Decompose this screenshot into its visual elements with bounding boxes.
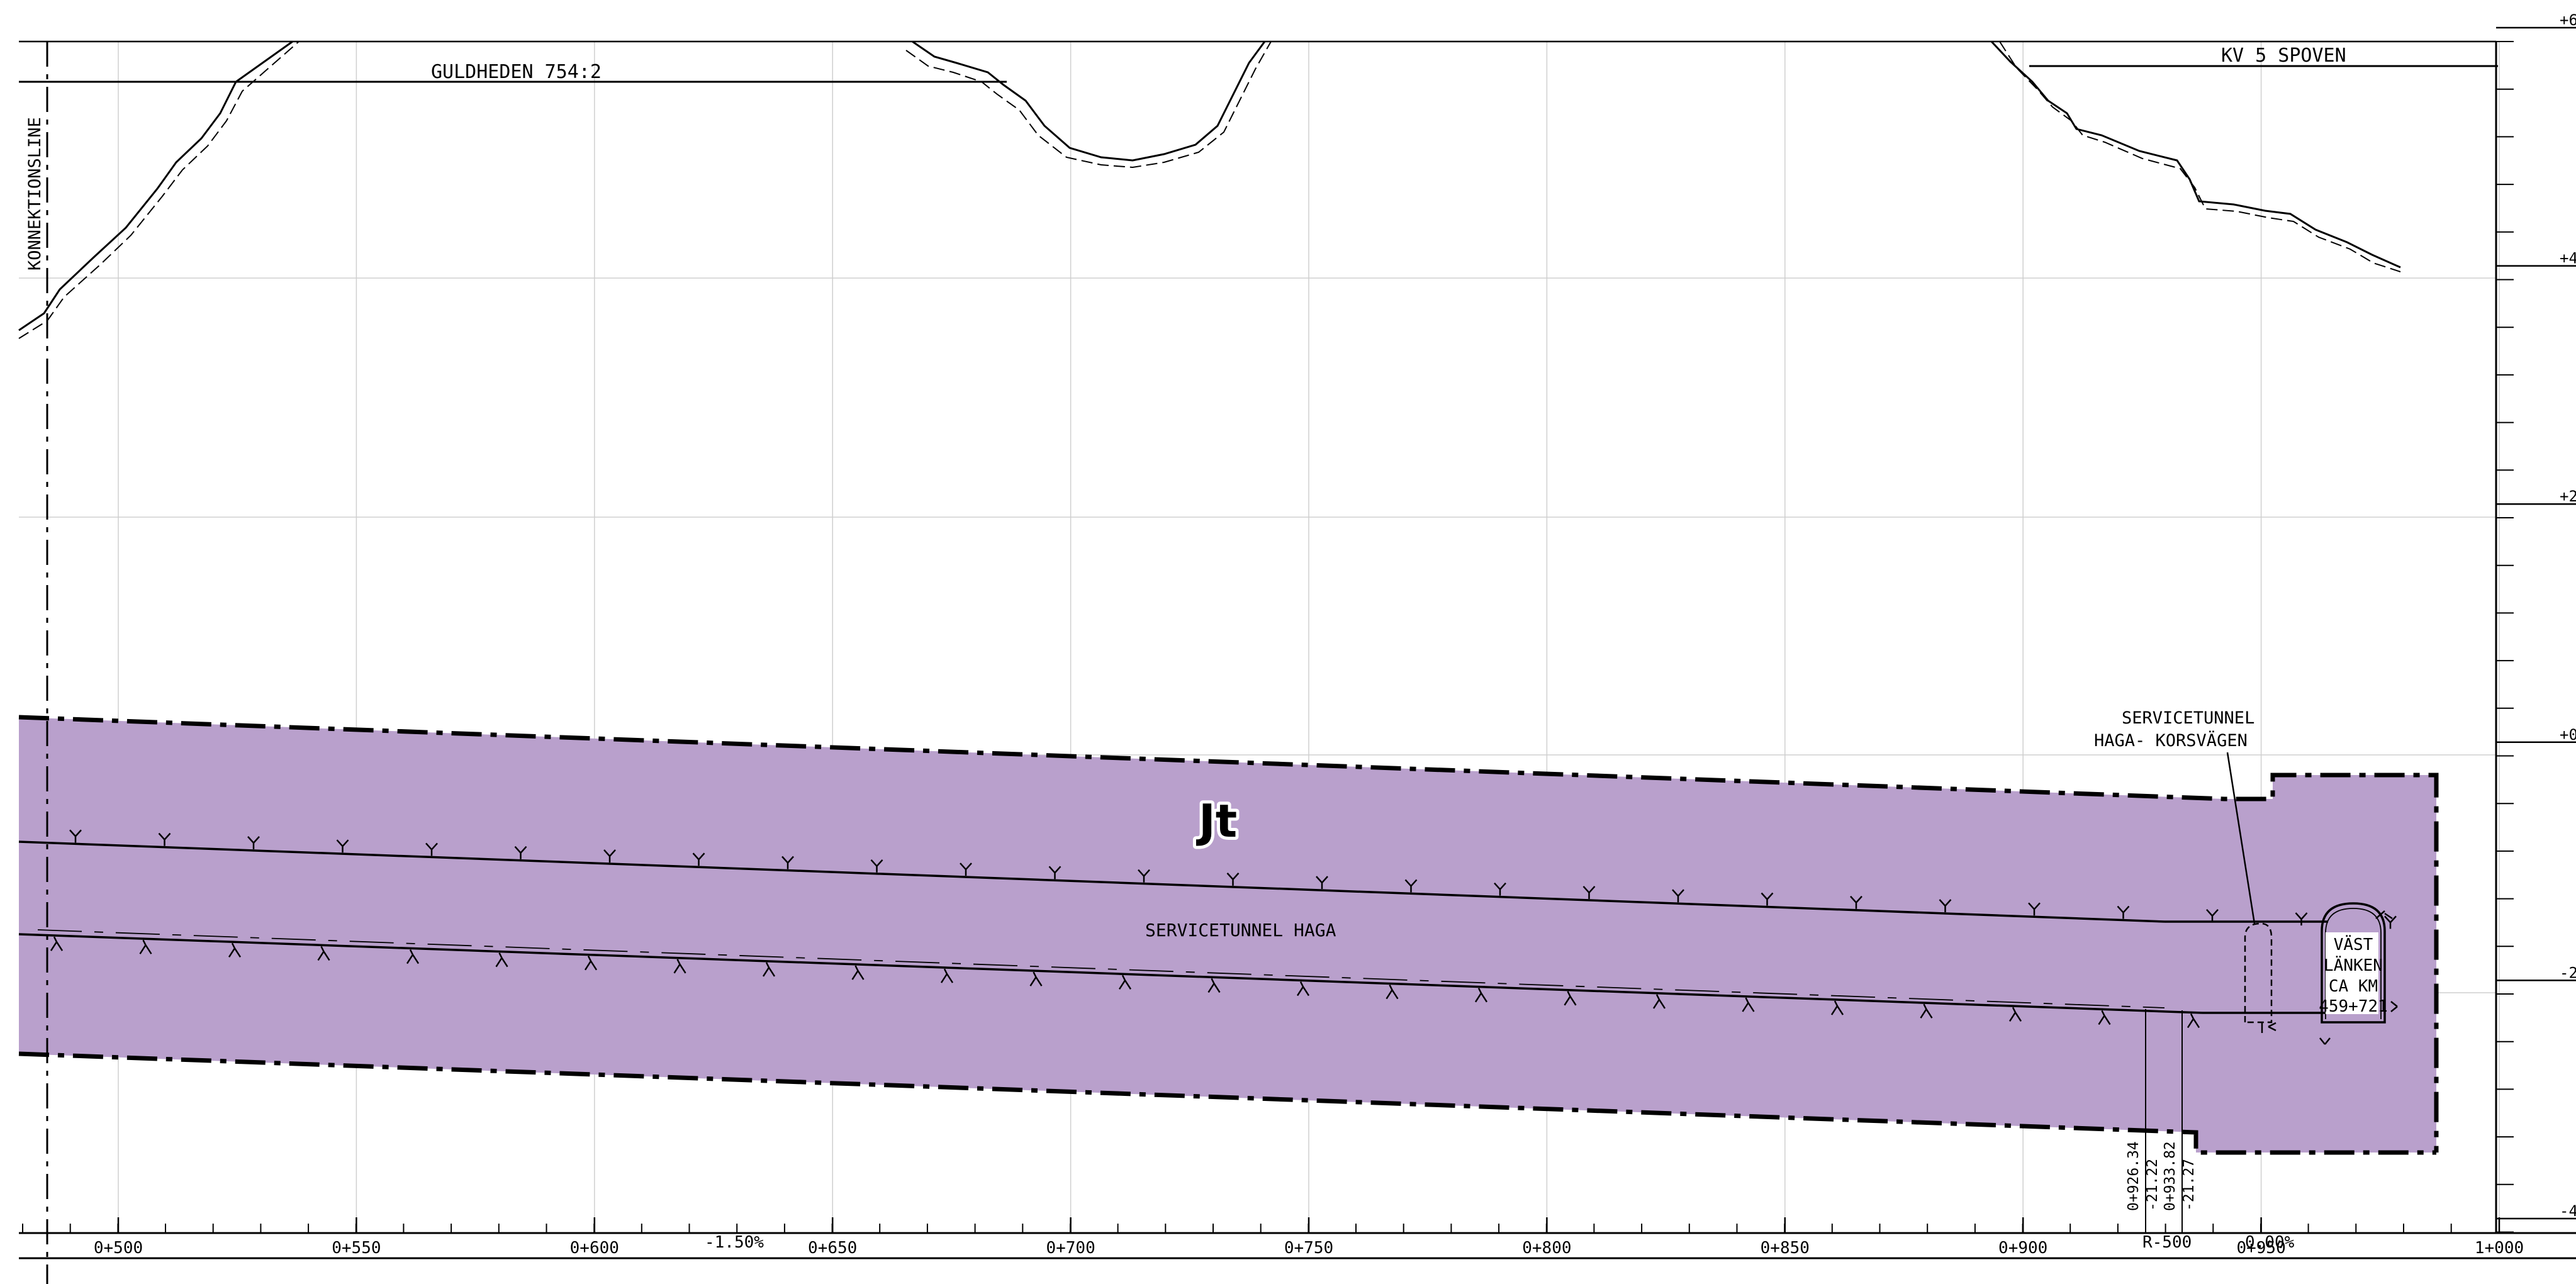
zone-code-label-fg: Jt [1196, 795, 1237, 847]
elevation-label: +40 [2560, 250, 2576, 267]
property-label-guldheden: GULDHEDEN 754:2 [431, 61, 602, 83]
grade-label-1: -1.50% [705, 1233, 764, 1252]
elevation-label: +0 [2560, 726, 2576, 744]
elevation-minor-ticks [2496, 41, 2514, 1233]
property-label-spoven: KV 5 SPOVEN [2221, 45, 2346, 67]
vastlanken-label-box [2326, 932, 2378, 1014]
tunnel-invert-line [18, 933, 2203, 1014]
chainage-label: 0+600 [570, 1239, 619, 1258]
vastlanken-line1: VÄST [2334, 934, 2373, 954]
elevation-label: -20 [2560, 964, 2576, 981]
chainage-label: 0+500 [94, 1239, 143, 1258]
tunnel-centerline [37, 929, 2165, 1008]
station-label-2: 0+933.82 [2162, 1141, 2178, 1211]
tunnel-name-label: SERVICETUNNEL HAGA [1145, 920, 1336, 941]
vastlanken-line4: 459+721 [2319, 997, 2388, 1016]
vastlanken-line3: CA KM [2329, 977, 2378, 996]
chainage-label: 0+700 [1046, 1239, 1095, 1258]
elevation-major-ticks [2496, 26, 2576, 1220]
ground-surface-lines [18, 40, 2401, 332]
tunnel-invert-marks [50, 936, 2200, 1029]
tunnel-crown-marks [69, 829, 2397, 929]
zone-jt-area [19, 717, 2436, 1153]
curve-radius-label: R-500 [2142, 1233, 2192, 1252]
grade-label-2: 0.00% [2245, 1233, 2295, 1252]
rock-surface-lines [18, 41, 2401, 339]
chainage-label: 0+950 [2236, 1239, 2285, 1258]
level-label-1: -21.22 [2144, 1159, 2161, 1211]
vastlanken-tunnel-section [2321, 902, 2386, 1024]
zone-boundary-bottom [18, 1051, 2436, 1155]
chainage-label: 0+550 [332, 1239, 381, 1258]
service-tunnel-leader [2226, 752, 2256, 924]
chainage-label: 1+000 [2475, 1239, 2524, 1258]
vastlanken-line2: LÄNKEN [2324, 955, 2383, 975]
service-tunnel-section [2244, 922, 2273, 1024]
tunnel-crown-line [18, 840, 2165, 923]
chainage-minor-ticks [22, 1224, 2452, 1233]
elevation-label: +20 [2560, 488, 2576, 505]
station-label-1: 0+926.34 [2125, 1141, 2142, 1211]
chainage-label: 0+750 [1284, 1239, 1333, 1258]
connection-line-label: KONNEKTIONSLINE [25, 117, 45, 271]
chainage-label: 0+850 [1761, 1239, 1810, 1258]
service-tunnel-title-line2: HAGA- KORSVÄGEN [2094, 730, 2248, 751]
level-label-2: -21.27 [2181, 1159, 2197, 1211]
chainage-label: 0+800 [1522, 1239, 1571, 1258]
zone-code-label: Jt [1196, 795, 1237, 847]
chainage-label: 0+650 [808, 1239, 857, 1258]
chainage-major-ticks [117, 1217, 2500, 1233]
elevation-label: +60 [2560, 11, 2576, 29]
zone-boundary-top [18, 715, 2439, 1153]
elevation-label: -40 [2560, 1202, 2576, 1220]
service-tunnel-title-line1: SERVICETUNNEL [2122, 708, 2254, 728]
chainage-label: 0+900 [1998, 1239, 2047, 1258]
